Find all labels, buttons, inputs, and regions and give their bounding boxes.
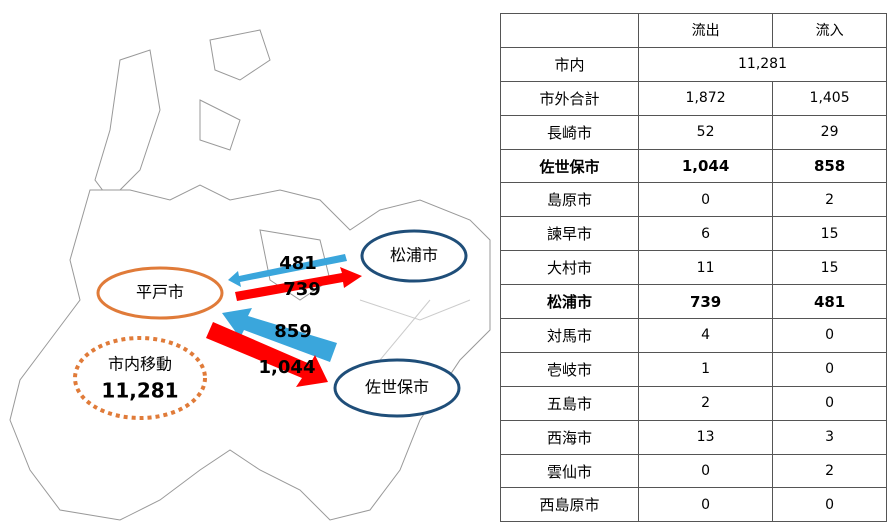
table-row: 長崎市 52 29	[500, 114, 887, 150]
internal-ellipse	[73, 336, 207, 420]
border	[359, 299, 471, 361]
table-cell: 0	[637, 182, 774, 218]
table-row: 西島原市 0 0	[500, 487, 887, 523]
table-cell: 長崎市	[500, 114, 639, 150]
flow-label: 739	[283, 279, 321, 300]
table-cell: 五島市	[500, 385, 639, 421]
table-cell: 2	[772, 182, 887, 218]
table-cell: 1,405	[772, 80, 887, 116]
header-cell: 流入	[772, 13, 887, 48]
table-cell: 0	[637, 453, 774, 489]
table-row: 佐世保市 1,044 858	[500, 148, 887, 184]
table-cell: 0	[772, 385, 887, 421]
flow-arrow	[235, 267, 362, 301]
table-cell: 2	[637, 385, 774, 421]
table-cell: 858	[772, 148, 887, 184]
flow-arrow	[228, 254, 347, 287]
table-cell: 諫早市	[500, 216, 639, 252]
table-row: 市内 11,281	[500, 46, 887, 82]
table-cell: 15	[772, 216, 887, 252]
table-cell: 4	[637, 318, 774, 353]
table-cell: 11	[637, 250, 774, 286]
place-label: 松浦市	[390, 246, 438, 265]
header-row: 流出 流入	[500, 13, 887, 48]
table-row: 西海市 13 3	[500, 419, 887, 455]
flow-label: 859	[274, 321, 312, 342]
table-cell: 481	[772, 284, 887, 320]
table-row: 島原市 0 2	[500, 182, 887, 218]
table-cell: 1,044	[637, 148, 774, 184]
table-cell: 0	[772, 351, 887, 387]
place-label: 平戸市	[136, 283, 184, 302]
table-cell: 15	[772, 250, 887, 286]
table-cell: 松浦市	[500, 284, 639, 320]
table-cell: 1,872	[637, 80, 774, 116]
internal-value: 11,281	[101, 379, 178, 403]
table-cell: 52	[637, 114, 774, 150]
table-row: 大村市 11 15	[500, 250, 887, 286]
flow-table: 流出 流入 市内 11,281 市外合計 1,872 1,405 長崎市 52 29 佐世保市 1…	[500, 13, 887, 523]
table-cell: 29	[772, 114, 887, 150]
table-cell: 市外合計	[500, 80, 639, 116]
flow-arrow	[222, 308, 337, 362]
table-cell: 2	[772, 453, 887, 489]
table-cell: 739	[637, 284, 774, 320]
table-cell: 1	[637, 351, 774, 387]
table-row: 諫早市 6 15	[500, 216, 887, 252]
table-cell: 13	[637, 419, 774, 455]
place-label: 佐世保市	[365, 378, 429, 397]
table-cell: 11,281	[638, 46, 887, 82]
table-cell: 雲仙市	[500, 453, 639, 489]
table-row: 雲仙市 0 2	[500, 453, 887, 489]
place-ellipse	[96, 266, 224, 320]
header-cell	[500, 13, 639, 48]
table-cell: 6	[637, 216, 774, 252]
internal-label: 市内移動	[108, 355, 172, 374]
table-row: 対馬市 4 0	[500, 318, 887, 353]
table-row: 松浦市 739 481	[500, 284, 887, 320]
table-cell: 市内	[500, 46, 639, 82]
flow-label: 1,044	[259, 357, 316, 378]
header-cell: 流出	[637, 13, 774, 48]
table-cell: 島原市	[500, 182, 639, 218]
place-ellipse	[360, 229, 468, 283]
table-cell: 3	[772, 419, 887, 455]
table-cell: 0	[772, 318, 887, 353]
table-cell: 佐世保市	[500, 148, 639, 184]
place-ellipse	[333, 358, 461, 418]
table-row: 市外合計 1,872 1,405	[500, 80, 887, 116]
table-cell: 西海市	[500, 419, 639, 455]
table-cell: 0	[772, 487, 887, 523]
table-cell: 大村市	[500, 250, 639, 286]
table-cell: 対馬市	[500, 318, 639, 353]
table-cell: 西島原市	[500, 487, 639, 523]
table-cell: 0	[637, 487, 774, 523]
table-row: 壱岐市 1 0	[500, 351, 887, 387]
table-row: 五島市 2 0	[500, 385, 887, 421]
flow-arrow	[206, 322, 328, 387]
table-cell: 壱岐市	[500, 351, 639, 387]
flow-label: 481	[279, 253, 317, 274]
